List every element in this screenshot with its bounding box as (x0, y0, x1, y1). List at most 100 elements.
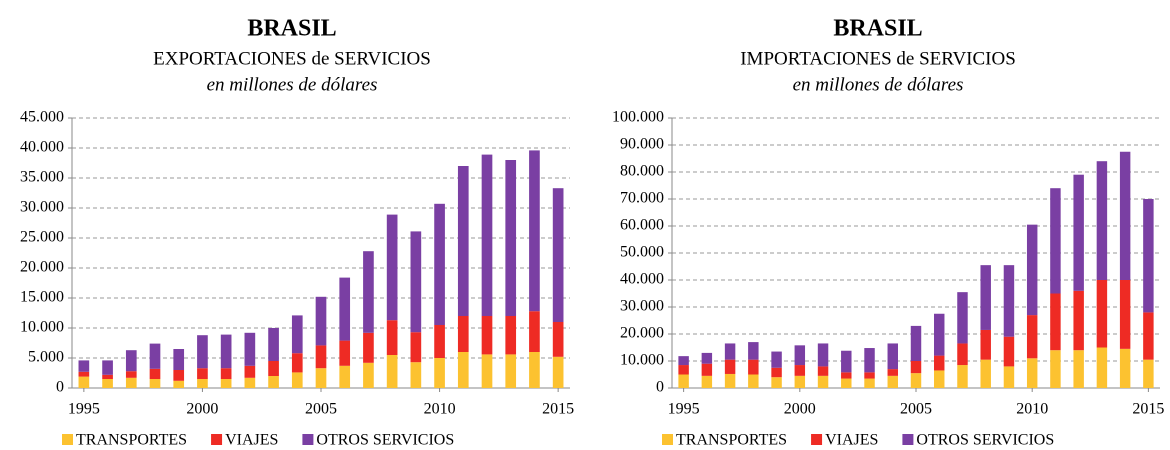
bar-segment (173, 380, 185, 388)
bar-segment (220, 368, 232, 379)
bar-segment (552, 356, 564, 388)
bar-segment (1073, 174, 1084, 291)
bar-segment (386, 214, 398, 321)
x-tick-label: 2005 (900, 401, 932, 418)
bar-segment (149, 343, 161, 369)
bar-segment (102, 360, 113, 375)
bar-segment (1050, 293, 1061, 351)
legend-label: VIAJES (225, 432, 278, 449)
bar-segment (771, 367, 782, 378)
bar-segment (841, 378, 852, 388)
bar-segment (724, 343, 736, 360)
bar-segment (957, 343, 968, 366)
bar-segment (957, 365, 968, 388)
bar-segment (794, 375, 806, 388)
chart-subtitle: EXPORTACIONES de SERVICIOS (153, 48, 431, 69)
bar-segment (125, 350, 137, 372)
y-tick-label: 40.000 (620, 271, 664, 288)
bar-segment (410, 231, 422, 333)
bar-segment (841, 350, 852, 373)
bar-segment (1073, 350, 1084, 388)
bar-segment (701, 375, 713, 388)
bar-segment (268, 361, 279, 376)
x-tick-label: 2015 (1132, 401, 1164, 418)
bar-segment (410, 362, 422, 388)
y-tick-label: 10.000 (620, 352, 664, 369)
bar-segment (339, 340, 351, 366)
y-tick-label: 50.000 (620, 244, 664, 261)
bar-segment (386, 320, 398, 355)
bar-segment (701, 363, 713, 376)
bar-segment (315, 368, 327, 388)
bar-segment (887, 343, 898, 370)
bar-segment (934, 355, 945, 371)
y-tick-label: 5.000 (28, 349, 64, 366)
bar-segment (1003, 336, 1015, 367)
chart-unit: en millones de dólares (207, 74, 378, 95)
y-tick-label: 10.000 (20, 319, 64, 336)
legend-label: OTROS SERVICIOS (316, 432, 454, 449)
bar-segment (363, 251, 374, 333)
bar-segment (315, 345, 327, 369)
y-tick-label: 70.000 (620, 190, 664, 207)
chart-title: BRASIL (833, 16, 922, 42)
bar-segment (457, 316, 469, 352)
bar-segment (1119, 151, 1131, 280)
y-tick-label: 30.000 (620, 298, 664, 315)
bar-segment (841, 372, 852, 379)
x-tick-label: 2000 (784, 401, 816, 418)
legend-swatch (302, 434, 314, 445)
x-tick-label: 2010 (424, 401, 456, 418)
bar-segment (529, 311, 540, 352)
bar-segment (864, 378, 875, 388)
y-tick-label: 45.000 (20, 109, 64, 126)
y-tick-label: 15.000 (20, 289, 64, 306)
bar-segment (1119, 348, 1131, 388)
bar-segment (481, 354, 493, 388)
bar-segment (552, 322, 564, 357)
legend-label: TRANSPORTES (76, 432, 187, 449)
bar-segment (291, 372, 303, 388)
bar-segment (794, 365, 806, 376)
bar-segment (315, 296, 327, 346)
bar-segment (817, 375, 829, 388)
bar-segment (244, 377, 256, 388)
bar-segment (291, 315, 303, 354)
bar-segment (78, 360, 90, 372)
x-tick-label: 1995 (68, 401, 100, 418)
bar-segment (887, 375, 898, 388)
bar-segment (678, 365, 689, 375)
bar-segment (910, 373, 922, 388)
bar-segment (197, 368, 208, 379)
bar-segment (1026, 358, 1038, 388)
legend-swatch (662, 434, 673, 445)
bar-segment (934, 313, 945, 356)
y-tick-label: 60.000 (620, 217, 664, 234)
bar-segment (1003, 366, 1015, 388)
bar-segment (149, 368, 161, 379)
bar-segment (701, 352, 713, 364)
bar-segment (817, 366, 829, 376)
x-tick-label: 2000 (186, 401, 218, 418)
bar-segment (434, 358, 445, 388)
bar-segment (724, 373, 736, 388)
bar-segment (1143, 359, 1154, 388)
bar-segment (910, 325, 922, 361)
bar-segment (244, 365, 256, 378)
bar-segment (386, 355, 398, 388)
bar-segment (291, 353, 303, 373)
bar-segment (78, 371, 90, 377)
chart-subtitle: IMPORTACIONES de SERVICIOS (740, 48, 1016, 69)
bar-segment (363, 362, 374, 388)
bar-segment (817, 343, 829, 367)
bar-segment (552, 188, 564, 322)
bar-segment (1096, 347, 1108, 388)
bar-segment (149, 379, 161, 388)
bar-segment (1050, 188, 1061, 294)
bar-segment (125, 371, 137, 378)
bar-segment (268, 376, 279, 388)
bar-segment (197, 335, 208, 369)
bar-segment (339, 277, 351, 341)
legend-label: VIAJES (825, 432, 878, 449)
bar-segment (268, 328, 279, 361)
